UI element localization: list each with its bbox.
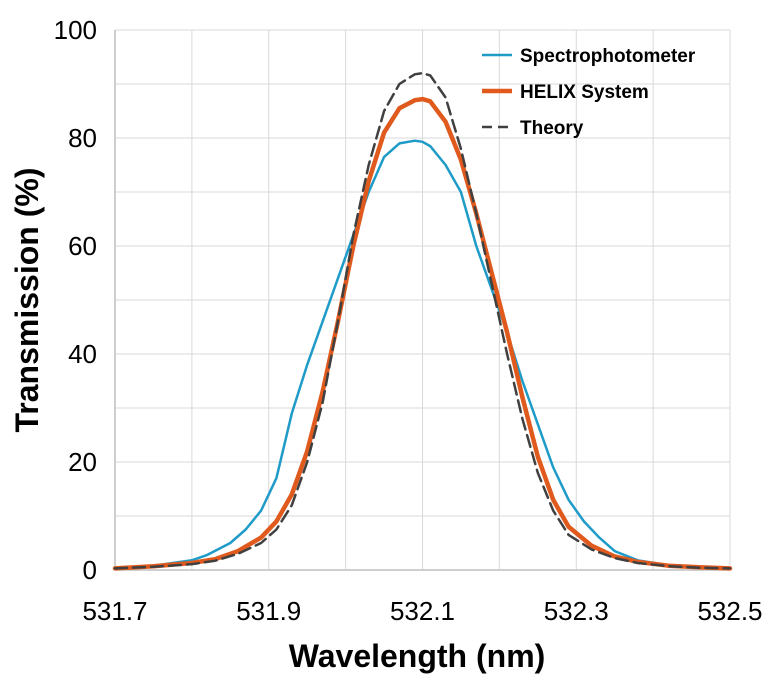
x-tick-label: 532.3: [544, 596, 609, 626]
spectrophotometer-line: [113, 139, 732, 570]
y-tick-label: 20: [68, 447, 97, 477]
axes: [114, 30, 730, 571]
y-tick-label: 60: [68, 231, 97, 261]
y-tick-label: 0: [83, 555, 97, 585]
legend: Spectrophotometer HELIX System Theory: [482, 46, 696, 139]
y-tick-label: 100: [54, 15, 97, 45]
y-tick-label: 40: [68, 339, 97, 369]
x-tick-label: 531.9: [236, 596, 301, 626]
x-tick-label: 532.1: [390, 596, 455, 626]
theory-line: [113, 71, 732, 570]
grid: [114, 29, 731, 571]
x-tick-label: 531.7: [82, 596, 147, 626]
series-lines: [112, 71, 733, 571]
helix-system-line: [112, 96, 733, 571]
legend-label-spectrophotometer: Spectrophotometer: [520, 46, 696, 67]
legend-label-helix-system: HELIX System: [520, 82, 649, 103]
x-tick-labels: 531.7 531.9 532.1 532.3 532.5: [82, 596, 762, 626]
x-tick-label: 532.5: [697, 596, 762, 626]
y-tick-label: 80: [68, 123, 97, 153]
y-tick-labels: 0 20 40 60 80 100: [54, 15, 97, 585]
y-axis-title: Transmission (%): [9, 168, 45, 433]
legend-label-theory: Theory: [520, 118, 584, 139]
x-axis-title: Wavelength (nm): [289, 638, 546, 674]
